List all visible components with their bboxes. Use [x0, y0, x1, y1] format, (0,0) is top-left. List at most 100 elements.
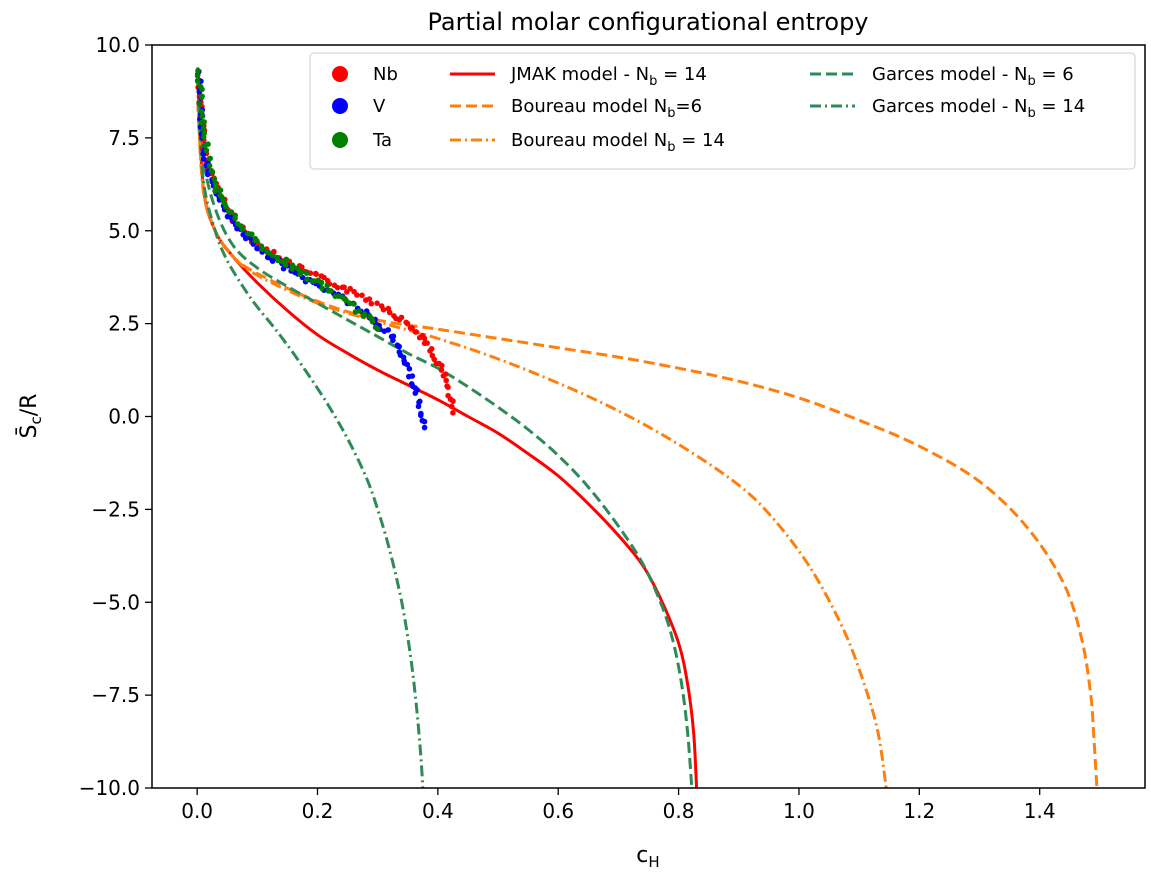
- data-point: [404, 361, 411, 368]
- legend-marker-v: [332, 98, 348, 114]
- data-point: [254, 245, 260, 252]
- data-point: [334, 284, 341, 291]
- x-tick-label: 0.4: [422, 799, 454, 823]
- data-point: [199, 86, 205, 93]
- y-tick-label: −7.5: [91, 683, 140, 707]
- data-point: [415, 403, 422, 410]
- line-series-garces-model-n-b-14: [196, 82, 425, 788]
- data-point: [304, 276, 310, 283]
- line-series-boureau-model-n-b-14: [196, 100, 888, 788]
- y-tick-label: 10.0: [95, 33, 140, 57]
- data-point: [212, 188, 218, 194]
- legend-label-garces14: Garces model - Nb = 14: [872, 96, 1085, 121]
- y-tick-label: 0.0: [108, 405, 140, 429]
- y-tick-label: 7.5: [108, 126, 140, 150]
- data-point: [431, 356, 438, 363]
- data-point: [259, 246, 265, 252]
- legend-box: [309, 52, 1136, 170]
- data-point: [445, 384, 451, 391]
- legend-marker-ta: [332, 132, 348, 148]
- data-point: [232, 215, 238, 222]
- data-point: [449, 403, 455, 410]
- x-tick-label: 0.6: [542, 799, 574, 823]
- data-point: [313, 271, 320, 278]
- legend-label-v: V: [373, 96, 386, 117]
- y-tick-label: −2.5: [91, 497, 140, 521]
- data-point: [217, 187, 224, 193]
- data-point: [409, 373, 416, 379]
- line-series-jmak-model-n-b-14: [196, 74, 699, 788]
- data-point: [385, 327, 392, 333]
- data-point: [223, 203, 229, 210]
- data-point: [266, 250, 272, 256]
- y-tick-label: −5.0: [91, 590, 140, 614]
- x-tick-label: 1.2: [903, 799, 935, 823]
- legend-label-garces6: Garces model - Nb = 6: [872, 64, 1074, 89]
- line-series-layer: [196, 67, 1099, 788]
- data-point: [374, 300, 380, 307]
- data-point: [195, 68, 201, 74]
- data-point: [390, 337, 396, 344]
- data-point: [427, 348, 433, 354]
- data-point: [418, 410, 424, 417]
- data-point: [354, 292, 360, 298]
- x-tick-label: 1.0: [783, 799, 815, 823]
- data-point: [298, 268, 304, 275]
- data-point: [404, 320, 411, 327]
- data-point: [299, 264, 305, 270]
- data-point: [421, 424, 428, 431]
- line-series-garces-model-n-b-6: [196, 67, 694, 788]
- data-point: [198, 108, 205, 115]
- data-point: [406, 366, 413, 372]
- data-point: [351, 301, 357, 307]
- data-point: [341, 284, 347, 291]
- data-point: [204, 171, 211, 178]
- data-point: [450, 398, 456, 404]
- data-point: [200, 125, 207, 131]
- data-point: [439, 362, 445, 369]
- data-point: [198, 94, 205, 100]
- legend-marker-nb: [332, 66, 348, 82]
- legend: Nb V Ta JMAK model - Nb = 14 Boureau mod…: [309, 52, 1136, 170]
- data-point: [324, 282, 331, 289]
- data-point: [318, 279, 325, 286]
- legend-label-jmak14: JMAK model - Nb = 14: [510, 64, 707, 89]
- legend-label-boureau14: Boureau model Nb = 14: [511, 130, 725, 155]
- y-tick-label: −10.0: [79, 776, 140, 800]
- x-tick-label: 0.0: [181, 799, 213, 823]
- data-point: [412, 390, 419, 396]
- data-point: [380, 306, 387, 313]
- data-point: [289, 262, 296, 269]
- data-point: [386, 309, 393, 316]
- data-point: [450, 410, 456, 416]
- data-point: [194, 73, 201, 79]
- x-axis: 0.0 0.2 0.4 0.6 0.8 1.0 1.2 1.4: [181, 788, 1056, 823]
- data-point: [359, 292, 365, 299]
- data-point: [196, 101, 203, 107]
- data-point: [424, 340, 430, 346]
- data-point: [417, 398, 423, 405]
- plot-area: [194, 67, 1099, 788]
- data-point: [438, 367, 445, 373]
- data-point: [206, 162, 213, 169]
- data-point: [412, 329, 419, 335]
- data-point: [228, 209, 235, 215]
- data-point: [249, 231, 255, 237]
- data-point: [421, 418, 428, 425]
- x-tick-label: 0.8: [663, 799, 695, 823]
- x-tick-label: 0.2: [302, 799, 334, 823]
- legend-label-boureau6: Boureau model Nb=6: [511, 96, 702, 121]
- data-point: [366, 296, 373, 302]
- data-point: [319, 285, 325, 292]
- data-point: [242, 235, 249, 242]
- data-point: [199, 113, 205, 120]
- data-point: [209, 169, 216, 175]
- data-point: [239, 226, 246, 232]
- x-tick-label: 1.4: [1024, 799, 1056, 823]
- data-point: [211, 176, 218, 182]
- data-point: [369, 318, 376, 325]
- data-point: [398, 314, 405, 321]
- chart-title: Partial molar configurational entropy: [427, 8, 868, 36]
- line-series-boureau-model-n-b-6: [196, 100, 1099, 788]
